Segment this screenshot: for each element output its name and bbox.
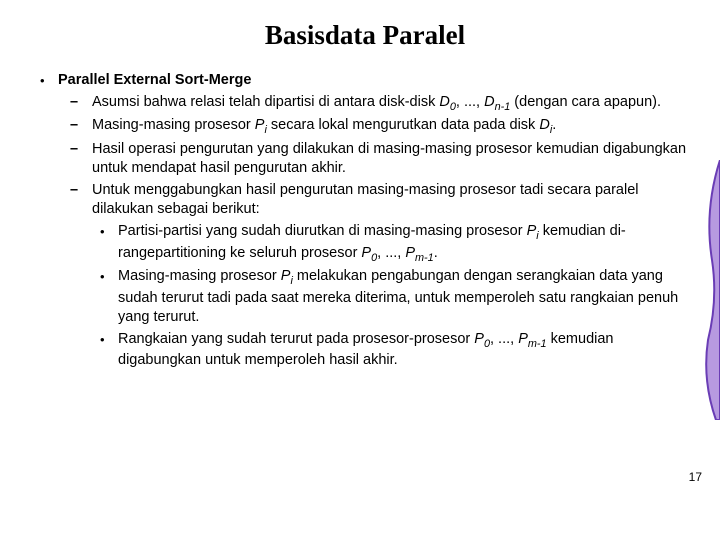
sub-list-item-text: Masing-masing prosesor Pi melakukan peng…	[118, 267, 690, 328]
bullet-icon: •	[100, 267, 118, 286]
list-item-text: Asumsi bahwa relasi telah dipartisi di a…	[92, 93, 661, 115]
dash-icon: –	[70, 93, 92, 113]
list-item-text: Untuk menggabungkan hasil pengurutan mas…	[92, 181, 690, 220]
bullet-icon: •	[40, 71, 58, 90]
bullet-icon: •	[100, 222, 118, 241]
page-number: 17	[689, 470, 702, 484]
list-item: –Asumsi bahwa relasi telah dipartisi di …	[70, 93, 690, 115]
heading-text: Parallel External Sort-Merge	[58, 71, 251, 91]
dash-icon: –	[70, 181, 92, 201]
slide-content: •Parallel External Sort-Merge–Asumsi bah…	[40, 71, 690, 371]
sub-list-item: •Rangkaian yang sudah terurut pada prose…	[100, 330, 690, 371]
sub-list-item-text: Partisi-partisi yang sudah diurutkan di …	[118, 222, 690, 265]
decoration-swoosh	[702, 160, 720, 420]
list-item: –Hasil operasi pengurutan yang dilakukan…	[70, 140, 690, 179]
list-item-text: Hasil operasi pengurutan yang dilakukan …	[92, 140, 690, 179]
list-item-text: Masing-masing prosesor Pi secara lokal m…	[92, 116, 556, 138]
dash-icon: –	[70, 140, 92, 160]
slide-container: Basisdata Paralel •Parallel External Sor…	[0, 0, 720, 540]
list-item: –Untuk menggabungkan hasil pengurutan ma…	[70, 181, 690, 220]
sub-list-item: •Masing-masing prosesor Pi melakukan pen…	[100, 267, 690, 328]
sub-list-item: •Partisi-partisi yang sudah diurutkan di…	[100, 222, 690, 265]
dash-icon: –	[70, 116, 92, 136]
heading-item: •Parallel External Sort-Merge	[40, 71, 690, 91]
slide-title: Basisdata Paralel	[40, 20, 690, 51]
bullet-icon: •	[100, 330, 118, 349]
list-item: –Masing-masing prosesor Pi secara lokal …	[70, 116, 690, 138]
sub-list-item-text: Rangkaian yang sudah terurut pada proses…	[118, 330, 690, 371]
